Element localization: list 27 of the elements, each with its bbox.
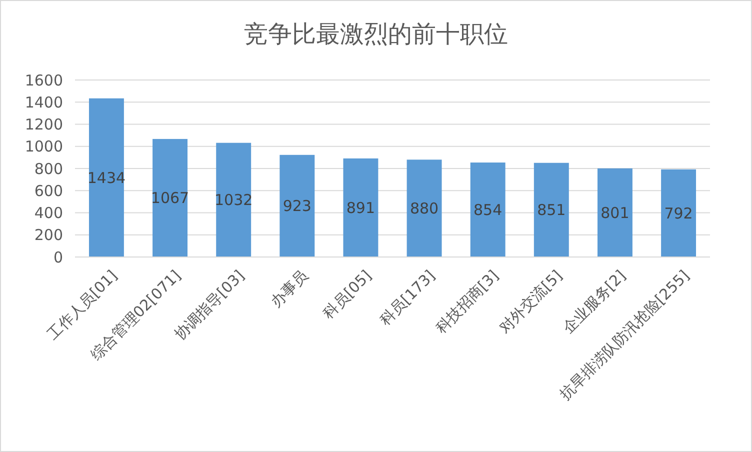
bar [343, 158, 378, 257]
bar [280, 154, 315, 257]
x-tick-label: 办事员 [266, 266, 312, 312]
y-tick-label: 1200 [24, 116, 63, 134]
bar [88, 98, 124, 257]
y-tick-label: 1400 [24, 93, 63, 112]
chart-title: 竞争比最激烈的前十职位 [244, 20, 508, 48]
bar [406, 160, 442, 257]
data-label: 851 [537, 201, 566, 220]
data-label: 801 [600, 204, 630, 222]
y-tick-label: 200 [34, 226, 63, 244]
data-label: 854 [474, 201, 502, 220]
data-label: 923 [282, 197, 312, 216]
bar [597, 168, 632, 257]
bar [470, 162, 506, 257]
y-tick-label: 600 [34, 182, 63, 200]
bar [534, 162, 569, 257]
data-label: 880 [410, 200, 439, 218]
bar [152, 138, 188, 257]
y-tick-label: 1000 [24, 138, 63, 156]
data-label: 891 [346, 198, 376, 217]
y-tick-label: 400 [34, 204, 63, 222]
y-tick-label: 800 [34, 160, 63, 178]
y-tick-label: 0 [53, 248, 63, 266]
bar [661, 169, 696, 257]
y-tick-label: 1600 [24, 71, 63, 90]
data-label: 792 [664, 204, 693, 222]
